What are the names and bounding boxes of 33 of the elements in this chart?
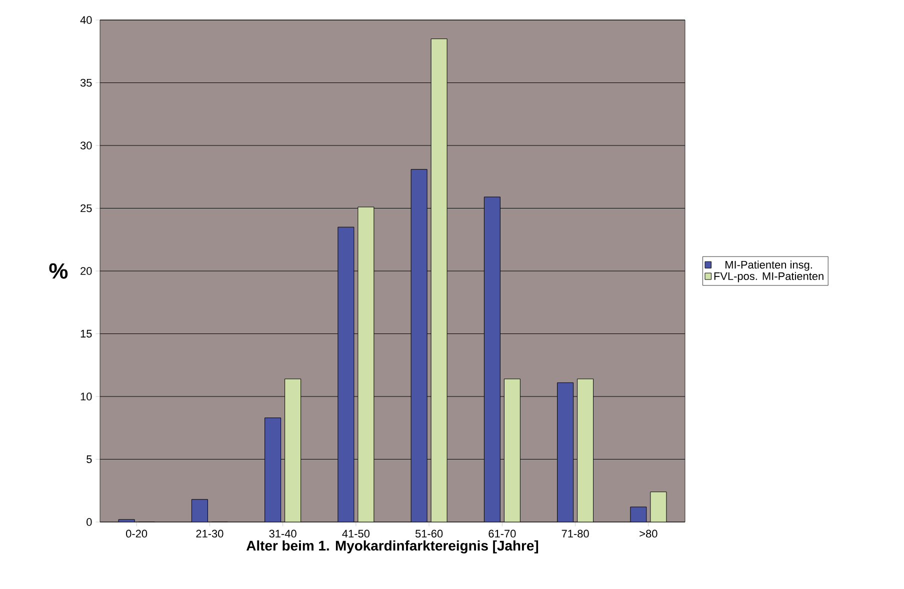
bar xyxy=(284,378,302,522)
bar xyxy=(338,226,354,522)
bar xyxy=(557,382,574,522)
bar xyxy=(358,206,374,522)
y-tick-label: 40 xyxy=(80,16,92,24)
y-tick-label: 20 xyxy=(80,267,92,275)
legend-label: MI-Patienten insg. xyxy=(726,260,812,271)
x-tick-label: 61-70 xyxy=(488,530,516,538)
y-tick-label: 25 xyxy=(80,204,92,212)
bar xyxy=(504,378,520,522)
x-tick-label: 71-80 xyxy=(562,530,589,538)
y-tick-label: 0 xyxy=(86,518,92,526)
x-axis-title: Alter beim 1. Myokardinfarktereignis [Jahre] xyxy=(246,540,538,554)
x-tick-label: 21-30 xyxy=(196,530,224,538)
legend-label: FVL-pos. MI-Patienten xyxy=(714,272,824,282)
bar xyxy=(650,492,667,522)
y-tick-label: 35 xyxy=(80,78,92,87)
bar xyxy=(484,196,500,522)
y-tick-label: 30 xyxy=(80,142,92,150)
x-tick-label: 0-20 xyxy=(126,530,148,538)
y-axis-title: % xyxy=(49,263,68,279)
bar xyxy=(264,418,282,522)
y-tick-label: 10 xyxy=(80,392,92,400)
bar xyxy=(430,38,448,522)
y-tick-label: 15 xyxy=(80,330,92,338)
bar xyxy=(577,378,594,522)
x-tick-label: 31-40 xyxy=(269,530,296,538)
x-tick-label: 41-50 xyxy=(342,530,370,538)
y-tick-label: 5 xyxy=(86,455,92,464)
x-tick-label: >80 xyxy=(640,530,658,538)
bar xyxy=(410,169,428,522)
x-tick-label: 51-60 xyxy=(415,530,443,538)
bar xyxy=(191,499,208,522)
